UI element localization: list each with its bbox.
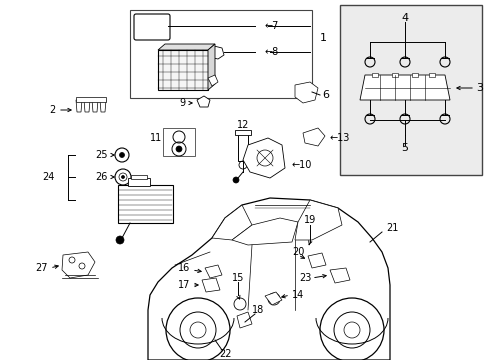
Text: 16: 16 <box>177 263 190 273</box>
Text: 25: 25 <box>95 150 108 160</box>
Text: 20: 20 <box>291 247 304 257</box>
Text: 2: 2 <box>49 105 55 115</box>
Circle shape <box>232 177 239 183</box>
Bar <box>371 73 377 77</box>
Polygon shape <box>307 253 325 268</box>
Text: 5: 5 <box>401 143 407 153</box>
Polygon shape <box>294 200 341 240</box>
Text: 1: 1 <box>319 33 326 43</box>
Text: 6: 6 <box>321 90 328 100</box>
Polygon shape <box>207 44 215 90</box>
Text: 14: 14 <box>291 290 304 300</box>
Polygon shape <box>359 75 449 100</box>
Polygon shape <box>197 96 209 107</box>
Circle shape <box>116 236 124 244</box>
Text: 26: 26 <box>96 172 108 182</box>
Polygon shape <box>84 100 90 112</box>
Polygon shape <box>62 252 95 278</box>
Bar <box>130 10 311 98</box>
Bar <box>235 130 250 135</box>
Polygon shape <box>329 268 349 283</box>
Circle shape <box>121 175 124 179</box>
Polygon shape <box>264 292 282 305</box>
Circle shape <box>176 146 182 152</box>
Text: 15: 15 <box>231 273 244 283</box>
Polygon shape <box>202 278 220 292</box>
Text: 23: 23 <box>298 273 310 283</box>
Text: ←8: ←8 <box>264 47 279 57</box>
Text: 22: 22 <box>218 349 231 359</box>
Text: 27: 27 <box>36 263 48 273</box>
Polygon shape <box>294 82 317 103</box>
Polygon shape <box>207 75 218 86</box>
Text: 3: 3 <box>475 83 483 93</box>
Bar <box>411 73 417 77</box>
Polygon shape <box>206 46 224 59</box>
Polygon shape <box>212 205 251 240</box>
Polygon shape <box>303 128 325 146</box>
Text: 19: 19 <box>303 215 315 225</box>
Bar <box>238 133 247 161</box>
Polygon shape <box>204 265 222 278</box>
Text: 11: 11 <box>149 133 162 143</box>
Text: 12: 12 <box>236 120 249 130</box>
Bar <box>391 73 397 77</box>
Text: 9: 9 <box>179 98 184 108</box>
Bar <box>131 175 147 179</box>
Polygon shape <box>100 100 106 112</box>
Polygon shape <box>76 100 82 112</box>
Polygon shape <box>237 312 251 328</box>
Polygon shape <box>231 218 297 245</box>
Bar <box>128 178 150 186</box>
Text: 4: 4 <box>401 13 408 23</box>
Bar <box>118 185 173 223</box>
Bar <box>163 128 195 156</box>
Circle shape <box>119 153 124 158</box>
Bar <box>158 50 207 90</box>
Polygon shape <box>243 138 285 178</box>
Bar <box>76 97 106 102</box>
Polygon shape <box>158 44 215 50</box>
Polygon shape <box>92 100 98 112</box>
Polygon shape <box>148 198 389 360</box>
Bar <box>339 5 481 175</box>
Bar <box>428 73 434 77</box>
Text: 24: 24 <box>42 172 55 182</box>
Text: ←10: ←10 <box>291 160 312 170</box>
FancyBboxPatch shape <box>134 14 170 40</box>
Text: 18: 18 <box>251 305 264 315</box>
Text: ←13: ←13 <box>329 133 350 143</box>
Text: ←7: ←7 <box>264 21 279 31</box>
Text: 21: 21 <box>385 223 397 233</box>
Text: 17: 17 <box>177 280 190 290</box>
